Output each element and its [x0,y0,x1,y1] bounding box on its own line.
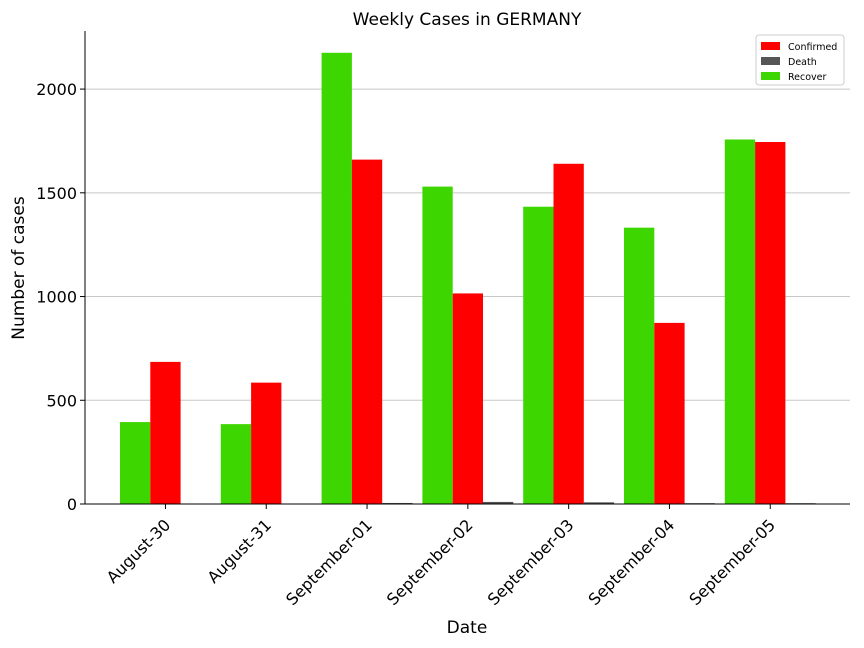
bar-confirmed-august-31 [251,382,282,504]
legend-swatch-death [761,57,780,65]
bar-recover-september-03 [523,206,554,505]
bar-recover-august-30 [120,422,151,504]
y-tick-label: 0 [67,495,77,514]
bar-confirmed-september-03 [553,163,584,505]
y-tick-label: 1000 [36,288,77,307]
bar-death-september-03 [583,502,615,504]
bar-confirmed-august-30 [150,361,181,504]
legend-swatch-confirmed [761,42,780,50]
bar-confirmed-september-01 [351,159,383,504]
bar-death-september-01 [382,502,413,504]
bar-confirmed-september-04 [654,322,685,504]
bar-death-september-02 [483,501,514,504]
legend: Confirmed Death Recover [755,34,845,86]
bar-recover-september-02 [422,186,453,504]
y-tick-label: 1500 [36,184,77,203]
bar-recover-september-01 [321,52,352,504]
x-axis-label: Date [447,618,488,638]
y-tick-label: 500 [46,391,77,410]
bar-recover-august-31 [220,424,252,504]
chart-title: Weekly Cases in GERMANY [353,10,582,30]
bar-recover-september-05 [724,139,756,504]
legend-label-death: Death [788,57,817,68]
y-axis-label: Number of cases [9,196,29,340]
legend-swatch-recover [761,72,780,80]
legend-label-confirmed: Confirmed [788,42,837,53]
bars [120,52,816,505]
bar-confirmed-september-05 [755,141,786,505]
legend-label-recover: Recover [788,72,827,83]
y-tick-label: 2000 [36,80,77,99]
bar-recover-september-04 [624,227,655,504]
bar-confirmed-september-02 [452,293,483,504]
y-ticks: 0 500 1000 1500 2000 [36,80,85,514]
